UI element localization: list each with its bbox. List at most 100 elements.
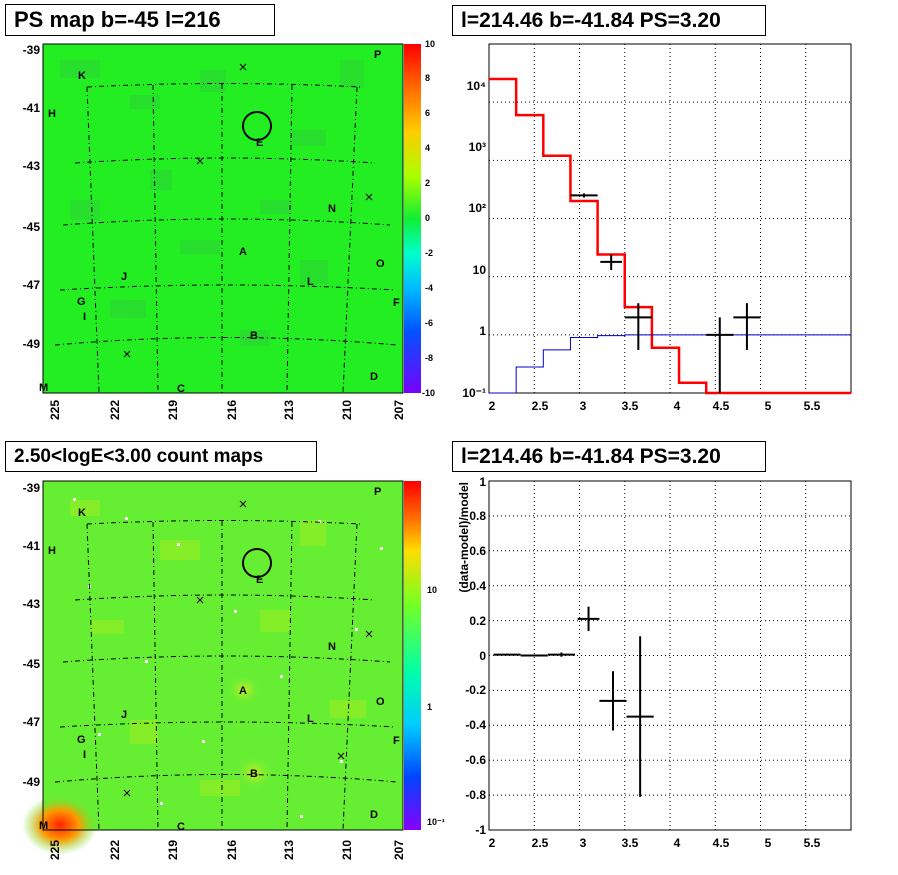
ps-cb-tick: -8: [425, 353, 433, 363]
ps-map-label-L: L: [307, 276, 314, 288]
spectrum-title: l=214.46 b=-41.84 PS=3.20: [452, 5, 766, 36]
residual-x-tick: 3: [580, 836, 587, 850]
spectrum-x-tick: 3: [580, 399, 587, 413]
ps-map-l-tick: 219: [166, 400, 180, 420]
residual-y-tick: 0.8: [469, 509, 486, 523]
residual-y-tick: 0.6: [469, 544, 486, 558]
count-map-b-tick: -47: [23, 715, 41, 729]
ps-map-l-tick: 225: [48, 400, 62, 420]
residual-y-tick: -0.2: [465, 683, 486, 697]
spectrum-y-tick: 10⁻¹: [462, 386, 486, 400]
residual-x-tick: 5: [765, 836, 772, 850]
count-map-b-ticks: -39 -41 -43 -45 -47 -49: [23, 481, 41, 789]
ps-map-source-labels: P K H E N A J O L G I F B M C D: [39, 49, 400, 395]
ps-map-l-tick: 213: [282, 400, 296, 420]
count-map-source-circle: [242, 548, 272, 578]
count-map-label-H: H: [48, 545, 56, 557]
ps-map-label-N: N: [328, 203, 336, 215]
count-map-label-D: D: [370, 809, 378, 821]
spectrum-series: [489, 77, 851, 395]
spectrum-x-tick: 2.5: [532, 399, 549, 413]
spectrum-x-tick: 3.5: [622, 399, 639, 413]
ps-map-crosses: [123, 63, 373, 358]
ps-map-b-tick: -47: [23, 278, 41, 292]
ps-map-label-P: P: [374, 49, 381, 61]
ps-map-label-E: E: [256, 137, 263, 149]
spectrum-x-tick: 2: [489, 399, 496, 413]
ps-map-title-text: PS map b=-45 l=216: [14, 7, 221, 32]
residual-data-point: [599, 671, 627, 731]
spectrum-y-tick: 10⁴: [467, 79, 486, 93]
ps-map-label-K: K: [78, 70, 86, 82]
ps-cb-tick: 4: [425, 143, 430, 153]
ps-map-b-tick: -45: [23, 220, 41, 234]
ps-cb-tick: -6: [425, 318, 433, 328]
count-map-source-labels: P K H E N A J O L G I F B M C D: [39, 486, 400, 833]
spectrum-background-line: [489, 334, 851, 394]
count-map-label-K: K: [78, 507, 86, 519]
count-map-l-tick: 225: [48, 840, 62, 860]
spectrum-x-tick: 5: [765, 399, 772, 413]
count-map-colorbar-ticks: 10 1 10⁻¹: [427, 585, 445, 827]
ps-map-source-circle: [242, 111, 272, 141]
residual-y-tick: 0: [479, 649, 486, 663]
count-map-background: [43, 481, 403, 830]
count-map-b-tick: -45: [23, 657, 41, 671]
residual-data-point: [520, 654, 548, 657]
ps-map-grid: [54, 83, 398, 394]
residual-data-point: [577, 606, 600, 632]
ps-map-label-J: J: [121, 271, 127, 283]
residual-x-ticks: 2 2.5 3 3.5 4 4.5 5 5.5: [489, 836, 821, 850]
residual-title: l=214.46 b=-41.84 PS=3.20: [452, 441, 766, 472]
ps-map-title: PS map b=-45 l=216: [5, 4, 275, 36]
count-map-l-ticks: 225 222 219 216 213 210 207: [48, 840, 406, 860]
ps-map-colorbar: [404, 44, 421, 393]
residual-y-tick: -0.8: [465, 788, 486, 802]
count-map-b-tick: -43: [23, 597, 41, 611]
ps-cb-tick: 6: [425, 108, 430, 118]
ps-cb-tick: 0: [425, 213, 430, 223]
ps-map-label-O: O: [376, 258, 385, 270]
spectrum-panel: 2 2.5 3 3.5 4 4.5 5 5.5 10⁻¹ 1 10 10² 10…: [462, 43, 852, 413]
count-map-l-tick: 222: [108, 840, 122, 860]
spectrum-model-line: [489, 77, 851, 395]
ps-map-b-tick: -41: [23, 101, 41, 115]
count-map-colorbar: [404, 481, 421, 830]
spectrum-y-tick: 10³: [469, 140, 486, 154]
ps-map-l-tick: 216: [225, 400, 239, 420]
spectrum-x-tick: 5.5: [804, 399, 821, 413]
count-map-title: 2.50<logE<3.00 count maps: [5, 441, 317, 472]
residual-x-tick: 3.5: [622, 836, 639, 850]
residual-series: [493, 606, 654, 797]
ps-map-background: [43, 44, 403, 393]
residual-data-point: [626, 636, 654, 797]
count-map-title-text: 2.50<logE<3.00 count maps: [14, 445, 264, 467]
residual-x-tick: 2: [489, 836, 496, 850]
ps-map-l-ticks: 225 222 219 216 213 210 207: [48, 400, 406, 420]
ps-cb-tick: 8: [425, 73, 430, 83]
count-map-label-L: L: [307, 713, 314, 725]
ps-map-b-tick: -49: [23, 337, 41, 351]
spectrum-y-tick: 1: [479, 324, 486, 338]
residual-y-ticks: -1 -0.8 -0.6 -0.4 -0.2 0 0.2 0.4 0.6 0.8…: [465, 475, 486, 837]
ps-cb-tick: -4: [425, 283, 433, 293]
count-map-label-F: F: [393, 735, 400, 747]
residual-data-point: [493, 653, 521, 656]
ps-cb-tick: 10: [425, 39, 435, 49]
count-map-l-tick: 213: [282, 840, 296, 860]
spectrum-data-point: [624, 303, 652, 350]
count-map-l-tick: 207: [392, 840, 406, 860]
count-map-label-I: I: [83, 749, 86, 761]
count-map-b-tick: -41: [23, 539, 41, 553]
ps-map-label-M: M: [39, 382, 48, 394]
residual-y-tick: -0.6: [465, 753, 486, 767]
count-cb-tick: 10: [427, 585, 437, 595]
count-map-label-P: P: [374, 486, 381, 498]
ps-map-label-I: I: [83, 311, 86, 323]
residual-y-tick: 0.2: [469, 614, 486, 628]
count-map-b-tick: -39: [23, 481, 41, 495]
ps-map-label-D: D: [370, 371, 378, 383]
ps-map-texture: [60, 60, 364, 346]
count-map-label-B: B: [250, 768, 258, 780]
ps-map-l-tick: 222: [108, 400, 122, 420]
